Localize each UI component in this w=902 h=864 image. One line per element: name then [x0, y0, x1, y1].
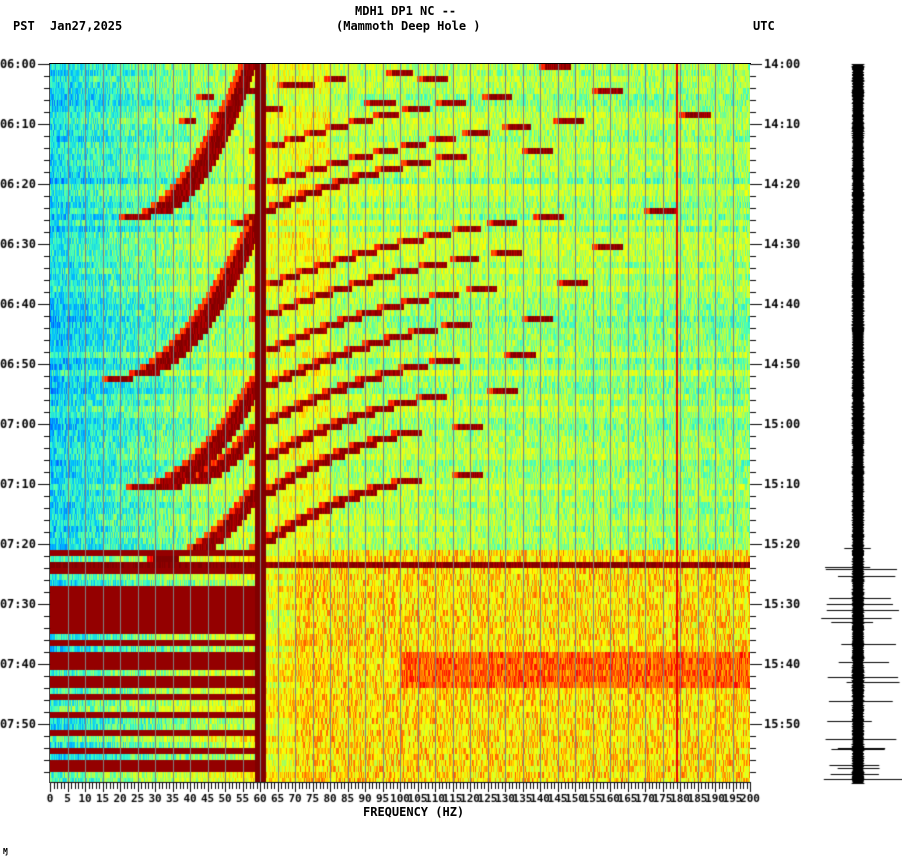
- x-axis-label: FREQUENCY (HZ): [363, 805, 465, 819]
- seismogram-trace: [820, 60, 902, 790]
- corner-mark: Ɱ: [3, 847, 8, 856]
